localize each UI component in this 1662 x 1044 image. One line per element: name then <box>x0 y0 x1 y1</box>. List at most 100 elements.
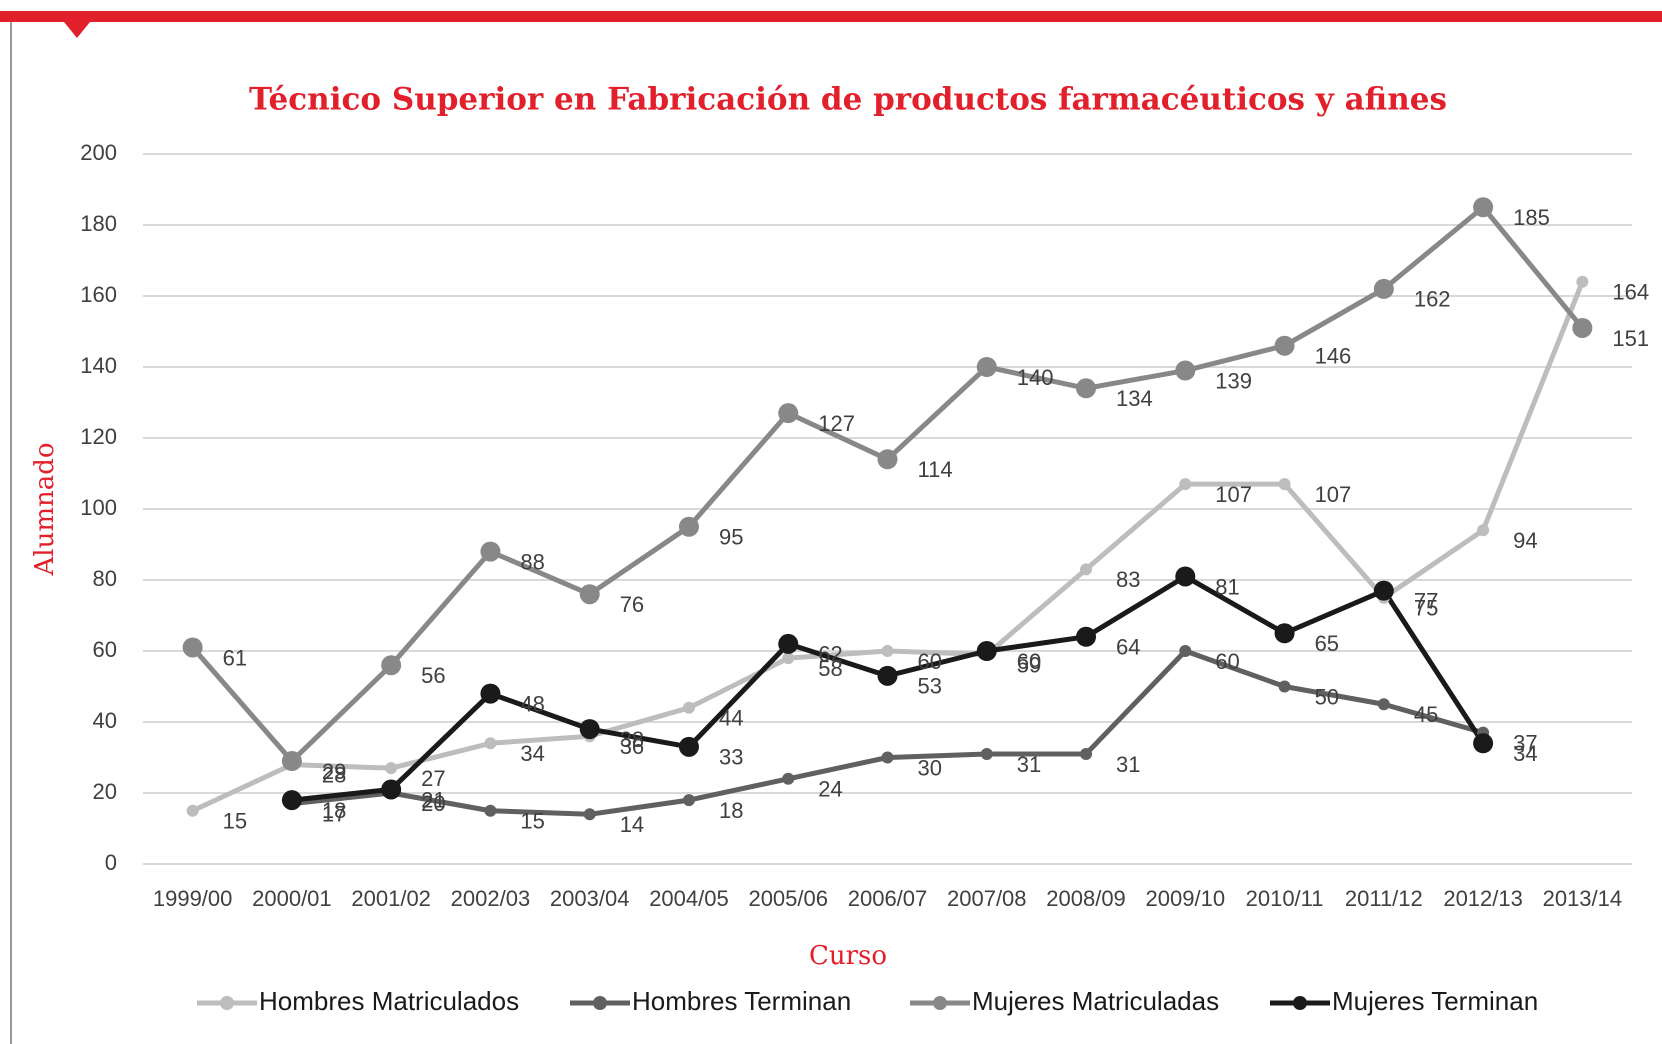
point <box>1572 317 1593 338</box>
data-label: 88 <box>520 549 544 574</box>
x-tick-label: 2006/07 <box>848 886 928 911</box>
data-label: 164 <box>1612 280 1649 305</box>
data-label: 64 <box>1116 635 1140 660</box>
x-tick-label: 2013/14 <box>1543 886 1623 911</box>
point <box>782 652 795 665</box>
point <box>1076 626 1097 647</box>
legend-text: Hombres Matriculados <box>259 986 519 1016</box>
data-label: 139 <box>1215 368 1252 393</box>
point <box>381 655 402 676</box>
x-axis-title: Curso <box>809 941 887 971</box>
series-line <box>191 280 1585 814</box>
point <box>976 641 997 661</box>
y-tick-label: 160 <box>80 282 117 307</box>
point <box>1377 698 1390 711</box>
data-label: 21 <box>421 787 445 812</box>
point <box>1373 580 1394 601</box>
point <box>782 772 795 785</box>
data-label: 45 <box>1414 702 1438 727</box>
point <box>980 747 993 760</box>
data-label: 127 <box>818 411 855 436</box>
point <box>678 736 699 757</box>
top-bar <box>0 11 1662 22</box>
point <box>1477 524 1490 537</box>
point <box>881 751 894 764</box>
y-tick-label: 40 <box>93 708 117 733</box>
data-label: 65 <box>1315 631 1339 656</box>
data-label: 29 <box>322 759 346 784</box>
data-label: 20 <box>421 791 445 816</box>
data-label: 24 <box>818 777 842 802</box>
point <box>1473 733 1494 754</box>
data-label: 18 <box>719 798 743 823</box>
data-label: 15 <box>520 809 544 834</box>
x-tick-label: 2001/02 <box>351 886 431 911</box>
point <box>1274 335 1295 356</box>
x-tick-label: 2000/01 <box>252 886 332 911</box>
data-label: 114 <box>918 457 953 482</box>
y-tick-label: 0 <box>105 850 117 875</box>
data-label: 58 <box>818 656 842 681</box>
point <box>186 804 199 817</box>
point <box>385 762 398 775</box>
point <box>1576 275 1589 288</box>
data-label: 33 <box>719 745 743 770</box>
data-label: 134 <box>1116 386 1153 411</box>
data-label: 81 <box>1215 574 1239 599</box>
data-label: 38 <box>620 727 644 752</box>
point <box>579 719 600 740</box>
point <box>881 645 894 657</box>
data-label: 31 <box>1017 752 1041 777</box>
data-label: 95 <box>719 525 743 550</box>
data-label: 107 <box>1315 482 1352 507</box>
y-tick-label: 180 <box>80 211 117 236</box>
point <box>381 779 402 800</box>
point <box>778 633 799 654</box>
data-label: 50 <box>1315 684 1339 709</box>
legend-marker <box>593 996 607 1010</box>
x-tick-label: 2012/13 <box>1443 886 1523 911</box>
data-label: 28 <box>322 762 346 787</box>
point <box>1076 378 1097 399</box>
legend-text: Hombres Terminan <box>632 986 851 1016</box>
point <box>281 790 302 811</box>
data-label: 107 <box>1215 482 1252 507</box>
data-label: 34 <box>1513 741 1537 766</box>
data-label: 83 <box>1116 567 1140 592</box>
point <box>281 751 302 772</box>
point <box>1373 278 1394 299</box>
point <box>1274 623 1295 644</box>
point <box>877 449 898 470</box>
point <box>1278 478 1291 491</box>
data-label: 62 <box>818 642 842 667</box>
y-tick-label: 60 <box>93 637 117 662</box>
y-tick-label: 140 <box>80 353 117 378</box>
data-label: 61 <box>223 645 247 670</box>
data-label: 30 <box>918 755 942 780</box>
legend-marker <box>1293 996 1307 1010</box>
point <box>583 808 596 821</box>
y-tick-label: 20 <box>93 779 117 804</box>
point <box>579 584 600 605</box>
point <box>480 541 501 562</box>
y-tick-label: 80 <box>93 566 117 591</box>
point <box>1080 563 1093 576</box>
data-label: 77 <box>1414 588 1438 613</box>
point <box>877 665 898 686</box>
data-label: 146 <box>1315 344 1352 369</box>
x-tick-label: 2011/12 <box>1345 886 1423 911</box>
point <box>182 637 203 658</box>
point <box>682 701 695 714</box>
x-tick-label: 2003/04 <box>550 886 630 911</box>
data-label: 60 <box>1215 649 1239 674</box>
x-tick-label: 2005/06 <box>748 886 828 911</box>
x-tick-label: 2007/08 <box>947 886 1027 911</box>
data-label: 162 <box>1414 287 1451 312</box>
data-label: 34 <box>520 741 544 766</box>
x-tick-label: 2008/09 <box>1046 886 1126 911</box>
point <box>1080 747 1093 760</box>
data-label: 75 <box>1414 596 1438 621</box>
data-label: 17 <box>322 801 346 826</box>
x-tick-label: 1999/00 <box>153 886 233 911</box>
data-label: 140 <box>1017 365 1054 390</box>
